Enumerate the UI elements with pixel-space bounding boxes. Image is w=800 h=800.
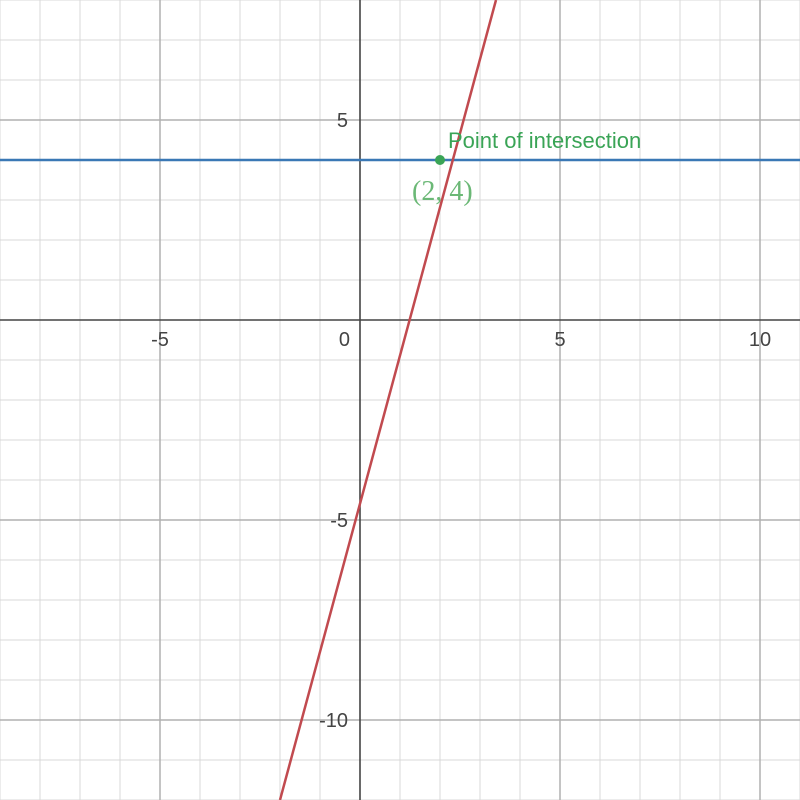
y-tick-label: -5 [330, 510, 348, 532]
y-tick-label: 5 [337, 110, 348, 132]
intersection-coord-label: (2, 4) [412, 176, 473, 207]
x-tick-label: 5 [554, 329, 565, 351]
intersection-point-marker [435, 155, 445, 165]
graph-svg: -5 0 5 10 -10 -5 5 Point of intersection (2, 4) [0, 0, 800, 800]
x-tick-label: 10 [749, 329, 771, 351]
y-tick-label: -10 [319, 710, 348, 732]
x-tick-label: 0 [339, 329, 350, 351]
x-tick-label: -5 [151, 329, 169, 351]
coordinate-graph: -5 0 5 10 -10 -5 5 Point of intersection (2, 4) [0, 0, 800, 800]
intersection-annotation: Point of intersection [448, 128, 641, 153]
